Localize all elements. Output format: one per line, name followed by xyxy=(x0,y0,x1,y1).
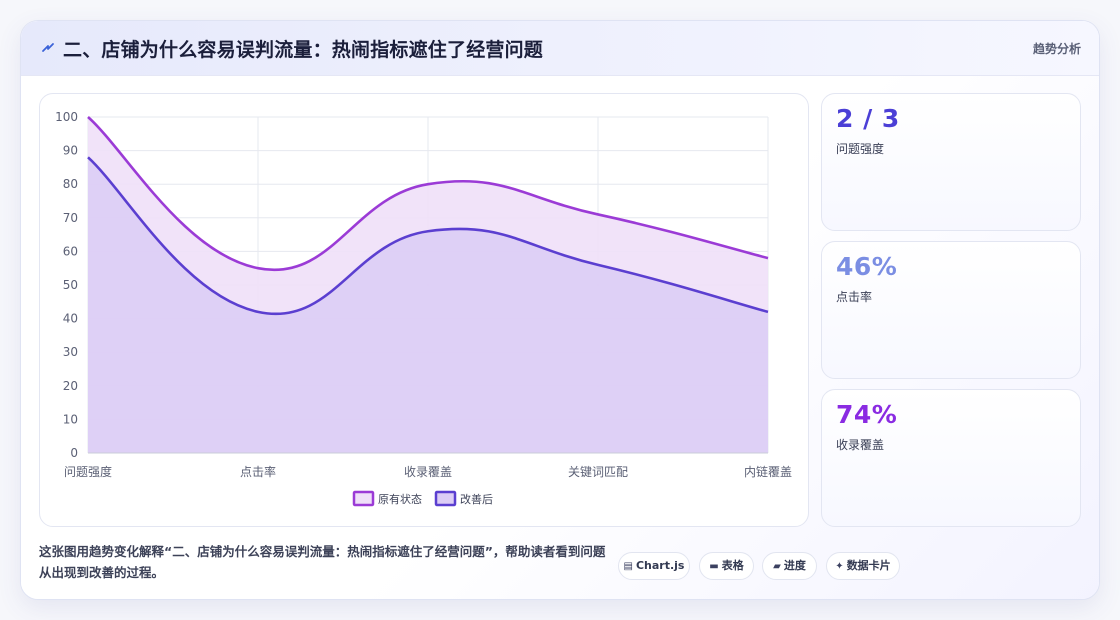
x-tick-label: 点击率 xyxy=(240,464,276,479)
y-tick-label: 20 xyxy=(63,379,78,393)
x-tick-label: 问题强度 xyxy=(64,464,112,479)
series-line-2 xyxy=(87,156,769,316)
y-tick-label: 50 xyxy=(63,278,78,292)
card-header: 二、店铺为什么容易误判流量：热闹指标遮住了经营问题 趋势分析 xyxy=(21,21,1099,76)
x-tick-label: 关键词匹配 xyxy=(568,465,628,479)
progress-icon: ▰ xyxy=(773,561,781,572)
lightning-icon xyxy=(42,43,54,52)
x-tick-label: 内链覆盖 xyxy=(744,464,792,479)
chart-icon: ▤ xyxy=(623,561,633,572)
chip-progress[interactable]: ▰ 进度 xyxy=(762,552,817,580)
y-tick-label: 90 xyxy=(63,144,78,158)
x-tick-label: 收录覆盖 xyxy=(404,465,452,479)
kpi-card-ctr: 46% 点击率 xyxy=(821,241,1081,379)
kpi-card-problem-intensity: 2 / 3 问题强度 xyxy=(821,93,1081,231)
y-tick-label: 30 xyxy=(63,345,78,359)
legend-swatch xyxy=(434,490,457,507)
legend-label: 改善后 xyxy=(460,492,493,506)
series-area-2 xyxy=(88,157,768,453)
legend-swatch xyxy=(352,490,375,507)
content-card: 二、店铺为什么容易误判流量：热闹指标遮住了经营问题 趋势分析 0 10 20 30 40… xyxy=(20,20,1100,600)
y-tick-label: 70 xyxy=(63,211,78,225)
series-line-1 xyxy=(87,116,769,272)
y-tick-label: 100 xyxy=(55,110,78,124)
chip-data-card[interactable]: ✦ 数据卡片 xyxy=(826,552,900,580)
chip-table[interactable]: ▬ 表格 xyxy=(699,552,754,580)
y-tick-label: 80 xyxy=(63,177,78,191)
y-tick-label: 0 xyxy=(70,446,78,460)
y-tick-label: 60 xyxy=(63,244,78,258)
kpi-label: 收录覆盖 xyxy=(836,438,885,452)
sparkle-icon: ✦ xyxy=(835,561,844,572)
kpi-value: 46% xyxy=(836,252,898,281)
area-chart: 0 10 20 30 40 50 60 70 80 90 100 问题强度 点击率 收录覆盖 关键词匹配 内链… xyxy=(55,110,792,507)
kpi-card-index-coverage: 74% 收录覆盖 xyxy=(821,389,1081,527)
chip-label: 进度 xyxy=(783,559,806,572)
table-icon: ▬ xyxy=(709,561,719,572)
y-tick-label: 10 xyxy=(63,412,78,426)
trend-analysis-label: 趋势分析 xyxy=(1032,42,1081,56)
y-tick-label: 40 xyxy=(63,312,78,326)
chip-label: 表格 xyxy=(721,559,744,572)
chip-label: 数据卡片 xyxy=(846,559,891,572)
chart-description: 这张图用趋势变化解释“二、店铺为什么容易误判流量：热闹指标遮住了经营问题”，帮助… xyxy=(39,544,606,580)
chip-label: Chart.js xyxy=(635,559,685,572)
kpi-label: 问题强度 xyxy=(836,142,885,156)
chip-chartjs[interactable]: ▤ Chart.js xyxy=(618,552,690,580)
legend-label: 原有状态 xyxy=(378,492,422,506)
kpi-value: 2 / 3 xyxy=(836,104,900,133)
kpi-label: 点击率 xyxy=(836,290,873,304)
kpi-value: 74% xyxy=(836,400,898,429)
page-title: 二、店铺为什么容易误判流量：热闹指标遮住了经营问题 xyxy=(63,39,544,61)
chart-panel: 0 10 20 30 40 50 60 70 80 90 100 问题强度 点击率 收录覆盖 关键词匹配 内链… xyxy=(39,93,809,527)
